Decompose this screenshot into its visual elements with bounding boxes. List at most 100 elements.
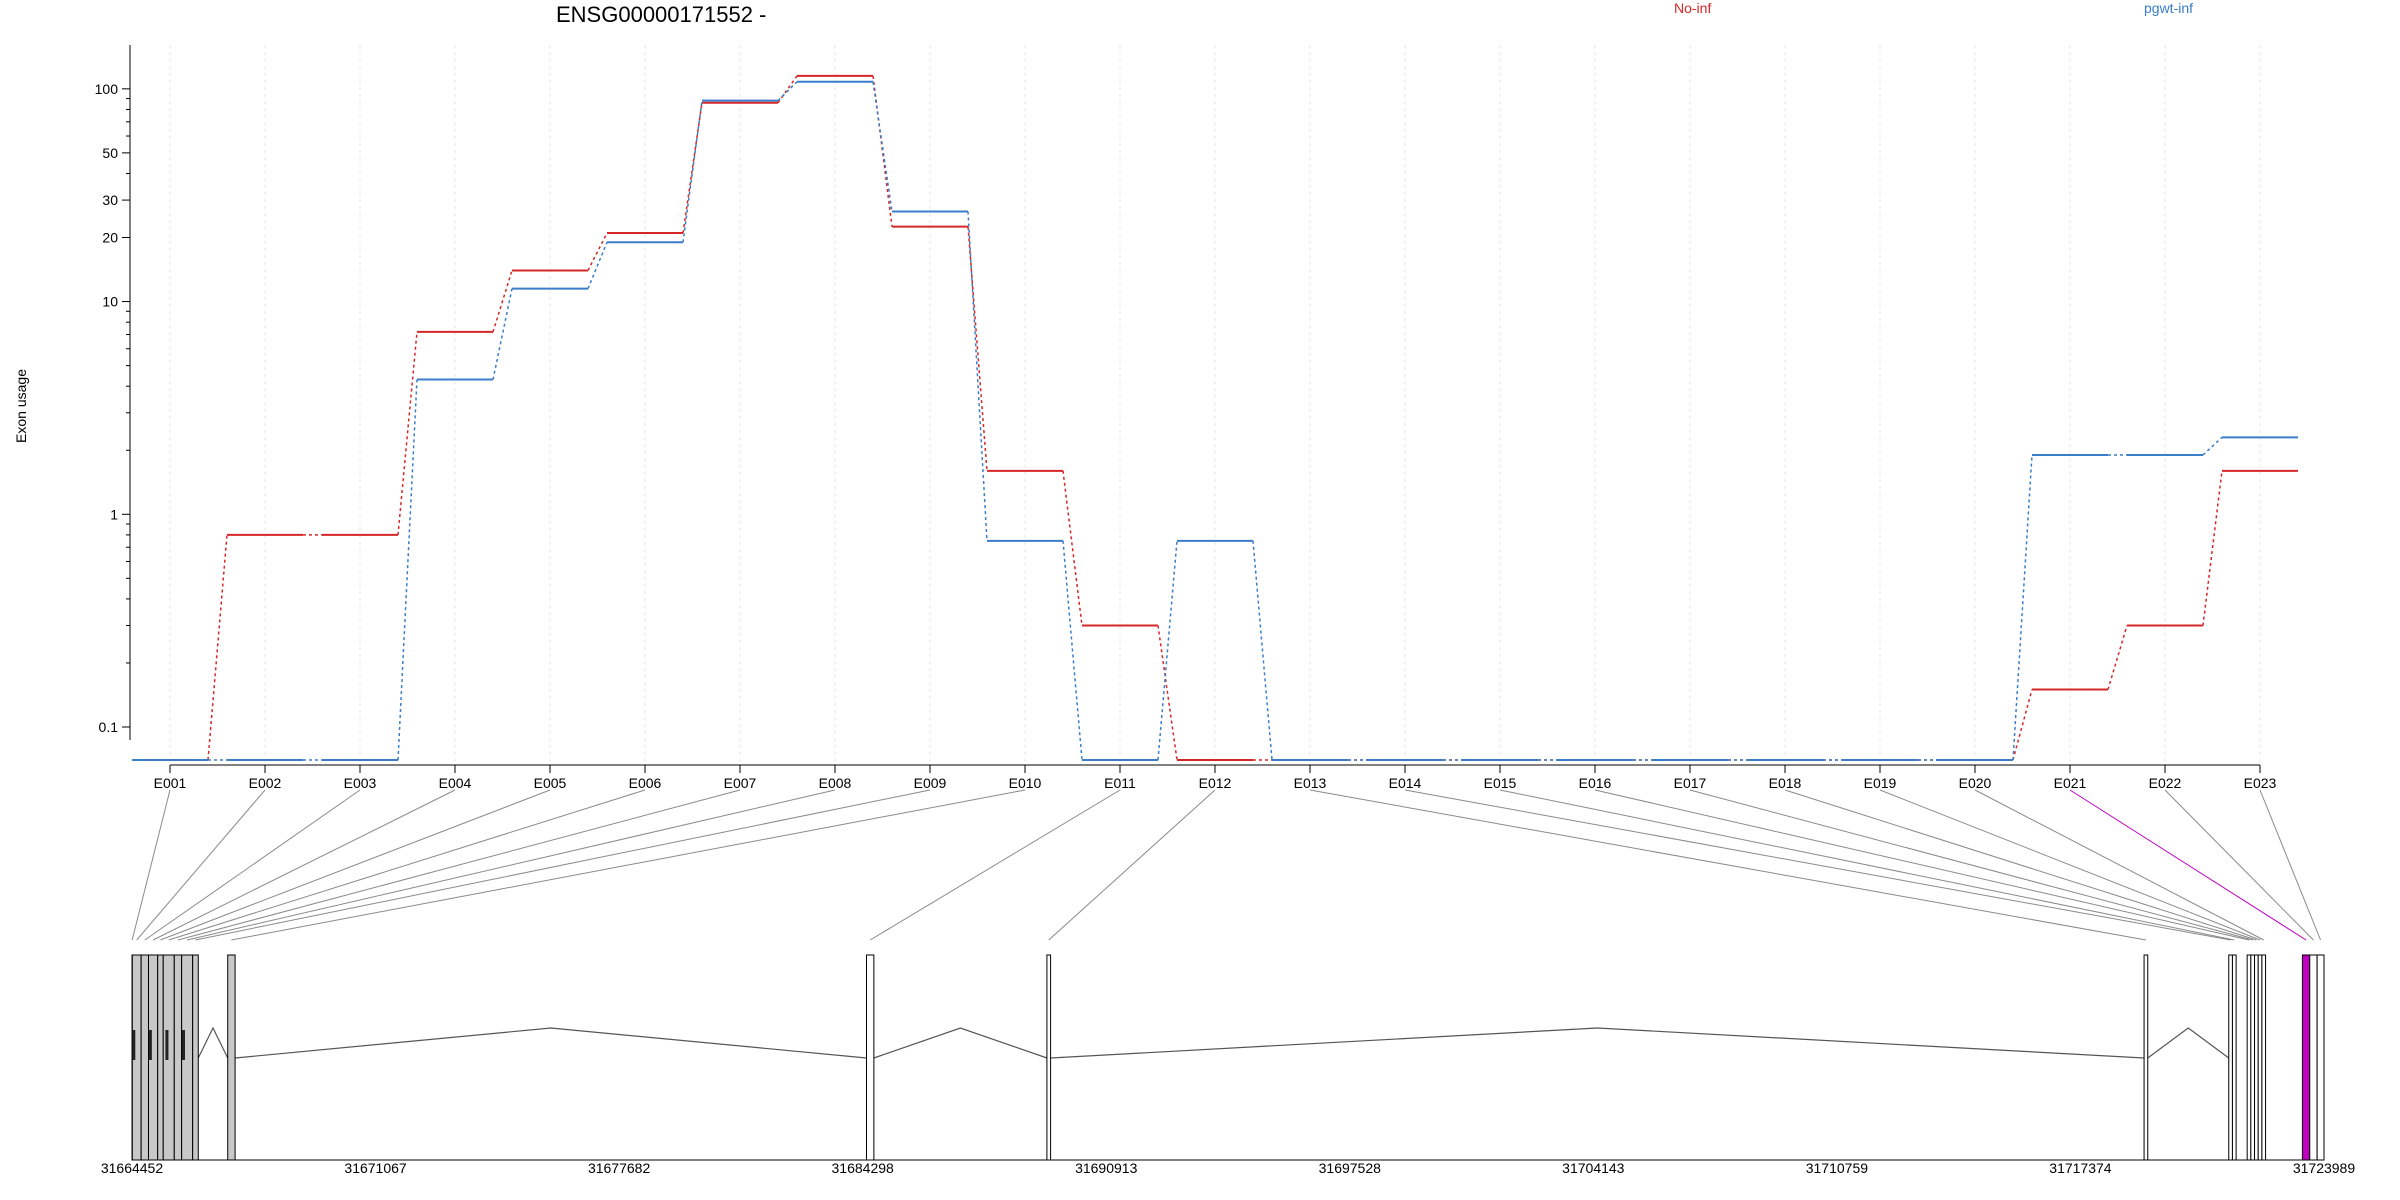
x-tick-label: E005	[534, 775, 567, 791]
x-tick-label: E012	[1199, 775, 1232, 791]
connector-line	[160, 789, 551, 941]
connector-line	[1499, 789, 2235, 941]
connector-line	[195, 789, 931, 941]
x-tick-label: E016	[1579, 775, 1612, 791]
intron-line	[235, 1027, 867, 1059]
y-axis-label: Exon usage	[13, 369, 29, 443]
exon-box	[227, 954, 236, 1161]
series-transition	[682, 100, 703, 243]
x-tick-label: E019	[1864, 775, 1897, 791]
connector-line	[177, 789, 741, 941]
genomic-tick-label: 31704143	[1562, 1160, 1625, 1176]
intron-line	[1050, 1027, 2145, 1059]
x-tick-label: E011	[1104, 775, 1136, 791]
series-transition	[2202, 436, 2223, 456]
exon-box	[2309, 954, 2318, 1161]
y-tick-label: 50	[102, 145, 118, 161]
x-tick-label: E017	[1674, 775, 1707, 791]
series-transition	[777, 75, 798, 104]
genomic-axis: 31664452 31671067 31677682 31684298 31690913…	[101, 1159, 2356, 1176]
connector-line	[1974, 789, 2264, 941]
exon-box	[140, 954, 149, 1161]
connector-line	[2164, 789, 2314, 941]
connector-line	[1048, 789, 1216, 941]
x-tick-label: E020	[1959, 775, 1992, 791]
series-transition	[2012, 689, 2033, 761]
connector-line	[869, 789, 1121, 941]
x-tick-label: E008	[819, 775, 852, 791]
y-tick-label: 100	[95, 81, 119, 97]
x-tick-label: E010	[1009, 775, 1042, 791]
genomic-tick-label: 31664452	[101, 1160, 164, 1176]
y-tick-label: 0.1	[99, 719, 119, 735]
exon-box	[2246, 954, 2252, 1161]
genomic-tick-label: 31684298	[832, 1160, 895, 1176]
connector-line	[1594, 789, 2250, 941]
genomic-tick-label: 31723989	[2293, 1160, 2356, 1176]
series-transition	[2202, 470, 2223, 626]
series-transition	[1157, 625, 1178, 761]
series-transition	[2012, 454, 2033, 760]
y-tick-label: 20	[102, 230, 118, 246]
connector-line	[168, 789, 646, 941]
connector-line	[1404, 789, 2231, 941]
connector-line	[1689, 789, 2253, 941]
x-tick-label: E023	[2244, 775, 2277, 791]
y-tick-label: 30	[102, 192, 118, 208]
exon-marker	[181, 1030, 185, 1060]
exon-box	[2257, 954, 2263, 1161]
exon-marker	[132, 1030, 136, 1060]
connector-line	[1309, 789, 2147, 941]
series-transition	[1062, 470, 1083, 626]
genomic-tick-label: 31671067	[344, 1160, 407, 1176]
series-transition	[2107, 625, 2128, 690]
exon-box	[2316, 954, 2325, 1161]
connector-line	[2259, 789, 2322, 941]
exon-box	[1046, 954, 1052, 1161]
x-tick-label: E014	[1389, 775, 1422, 791]
x-tick-label: E007	[724, 775, 757, 791]
connector-line	[187, 789, 836, 941]
series-transition	[1252, 540, 1273, 761]
connector-line	[231, 789, 1026, 941]
gene-model	[131, 954, 2325, 1161]
x-tick-label: E021	[2054, 775, 2087, 791]
x-tick-label: E009	[914, 775, 947, 791]
exon-box	[192, 954, 199, 1161]
connector-line	[144, 789, 361, 941]
connector-line	[152, 789, 456, 941]
genomic-tick-label: 31677682	[588, 1160, 651, 1176]
grid	[169, 45, 2261, 765]
x-tick-label: E013	[1294, 775, 1327, 791]
series-transition	[587, 232, 608, 271]
exon-box	[2250, 954, 2256, 1161]
intron-line	[873, 1027, 1048, 1059]
exon-box	[2143, 954, 2149, 1161]
series-transition	[682, 102, 703, 234]
x-tick-label: E004	[439, 775, 472, 791]
x-tick-label: E015	[1484, 775, 1517, 791]
x-tick-label: E003	[344, 775, 377, 791]
exon-box	[2261, 954, 2267, 1161]
connector-line	[1879, 789, 2261, 941]
series-transition	[872, 81, 893, 212]
x-tick-label: E001	[154, 775, 187, 791]
series-transition	[397, 331, 418, 535]
series-transition	[492, 270, 513, 333]
series-transition	[1062, 540, 1083, 761]
exon-box	[157, 954, 164, 1161]
connector-line	[2069, 789, 2307, 941]
exon-connectors	[131, 789, 2322, 941]
axes: 0.1 1 10 20 30 50 100 E001 E002 E003 E004 E005 E006 E…	[95, 45, 2277, 791]
exon-box	[2231, 954, 2237, 1161]
series-transition	[967, 211, 988, 541]
series-transition	[872, 75, 893, 227]
connector-line	[131, 789, 171, 941]
exon-box	[866, 954, 875, 1161]
series-transition	[587, 241, 608, 289]
exon-box	[2301, 954, 2311, 1161]
legend-no-inf: No-inf	[1674, 0, 1711, 16]
y-tick-label: 10	[102, 294, 118, 310]
intron-line	[197, 1026, 229, 1059]
genomic-tick-label: 31690913	[1075, 1160, 1138, 1176]
